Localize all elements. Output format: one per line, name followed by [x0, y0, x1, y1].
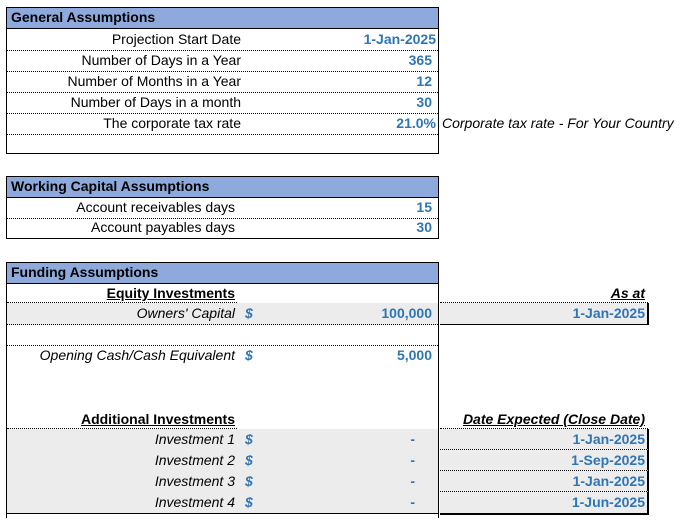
- as-at-title: As at: [610, 285, 645, 301]
- row-label: The corporate tax rate: [103, 115, 241, 131]
- row-investment: Investment 2 $ -: [7, 450, 438, 472]
- equity-investments-title: Equity Investments: [106, 285, 235, 301]
- row-value[interactable]: -: [410, 494, 415, 510]
- row-label: Account receivables days: [76, 199, 235, 215]
- row-opening-cash: Opening Cash/Cash Equivalent $ 5,000: [7, 345, 438, 366]
- currency-symbol: $: [245, 347, 253, 363]
- currency-symbol: $: [245, 431, 253, 447]
- row-label: Number of Days in a Year: [81, 52, 241, 68]
- row-label: Account payables days: [91, 219, 235, 235]
- row-owners-capital: Owners' Capital $ 100,000: [7, 303, 438, 325]
- section-border-right: [438, 198, 439, 239]
- row-label: Investment 3: [154, 473, 235, 489]
- row-date: 1-Jan-2025: [572, 431, 645, 447]
- additional-investments-title: Additional Investments: [80, 411, 235, 427]
- section-border-bottom: [6, 153, 439, 154]
- row-value[interactable]: -: [410, 431, 415, 447]
- row-investment: Investment 4 $ -: [7, 492, 438, 514]
- row-label: Investment 4: [154, 494, 235, 510]
- currency-symbol: $: [245, 473, 253, 489]
- row-value[interactable]: 5,000: [396, 347, 432, 363]
- row-value[interactable]: 21.0%: [396, 115, 436, 131]
- row-value[interactable]: 365: [408, 52, 432, 68]
- row-date: 1-Jun-2025: [571, 494, 645, 510]
- section-border-right: [438, 284, 439, 518]
- currency-symbol: $: [245, 494, 253, 510]
- row-value[interactable]: 1-Jan-2025: [363, 31, 436, 47]
- row-value[interactable]: 30: [416, 94, 432, 110]
- row-label: Investment 1: [154, 431, 235, 447]
- row-date: 1-Jan-2025: [572, 305, 645, 321]
- row-date: 1-Jan-2025: [572, 473, 645, 489]
- row-value[interactable]: 15: [416, 199, 432, 215]
- date-expected-title: Date Expected (Close Date): [462, 411, 645, 427]
- section-border-left: [6, 198, 7, 239]
- row-months-in-year: Number of Months in a Year 12: [7, 71, 438, 93]
- row-label: Number of Days in a month: [70, 94, 241, 110]
- investment-date-cell[interactable]: 1-Sep-2025: [440, 450, 649, 471]
- currency-symbol: $: [245, 305, 253, 321]
- row-label: Opening Cash/Cash Equivalent: [39, 347, 235, 363]
- row-investment: Investment 3 $ -: [7, 471, 438, 493]
- row-days-in-year: Number of Days in a Year 365: [7, 50, 438, 72]
- section-border-right: [438, 29, 439, 154]
- owners-capital-date-cell[interactable]: 1-Jan-2025: [440, 303, 649, 325]
- row-investment: Investment 1 $ -: [7, 429, 438, 451]
- date-expected-title-row: [440, 410, 648, 429]
- investment-date-cell[interactable]: 1-Jun-2025: [440, 492, 649, 515]
- row-date: 1-Sep-2025: [571, 452, 645, 468]
- investment-date-cell[interactable]: 1-Jan-2025: [440, 471, 649, 492]
- section-border-left: [6, 284, 7, 518]
- row-value[interactable]: 12: [416, 73, 432, 89]
- investment-date-cell[interactable]: 1-Jan-2025: [440, 429, 649, 450]
- row-label: Projection Start Date: [111, 31, 241, 47]
- row-payable-days: Account payables days 30: [7, 217, 438, 238]
- funding-header: Funding Assumptions: [6, 262, 439, 284]
- currency-symbol: $: [245, 452, 253, 468]
- row-label: Number of Months in a Year: [67, 73, 241, 89]
- general-assumptions-header: General Assumptions: [6, 7, 439, 29]
- row-value[interactable]: 30: [416, 219, 432, 235]
- equity-title-underline-row: [7, 284, 237, 303]
- row-receivable-days: Account receivables days 15: [7, 197, 438, 219]
- additional-title-row: [7, 410, 237, 429]
- row-value[interactable]: 100,000: [381, 305, 432, 321]
- tax-rate-note: Corporate tax rate - For Your Country: [442, 115, 674, 131]
- as-at-title-row: [440, 284, 648, 303]
- row-corporate-tax-rate: The corporate tax rate 21.0%: [7, 113, 438, 135]
- section-border-bottom: [6, 238, 439, 239]
- row-separator: [7, 345, 438, 346]
- section-border-left: [6, 29, 7, 154]
- row-days-in-month: Number of Days in a month 30: [7, 92, 438, 114]
- row-label: Investment 2: [154, 452, 235, 468]
- row-value[interactable]: -: [410, 473, 415, 489]
- working-capital-header: Working Capital Assumptions: [6, 176, 439, 198]
- row-projection-start-date: Projection Start Date 1-Jan-2025: [7, 29, 438, 51]
- row-label: Owners' Capital: [136, 305, 235, 321]
- row-value[interactable]: -: [410, 452, 415, 468]
